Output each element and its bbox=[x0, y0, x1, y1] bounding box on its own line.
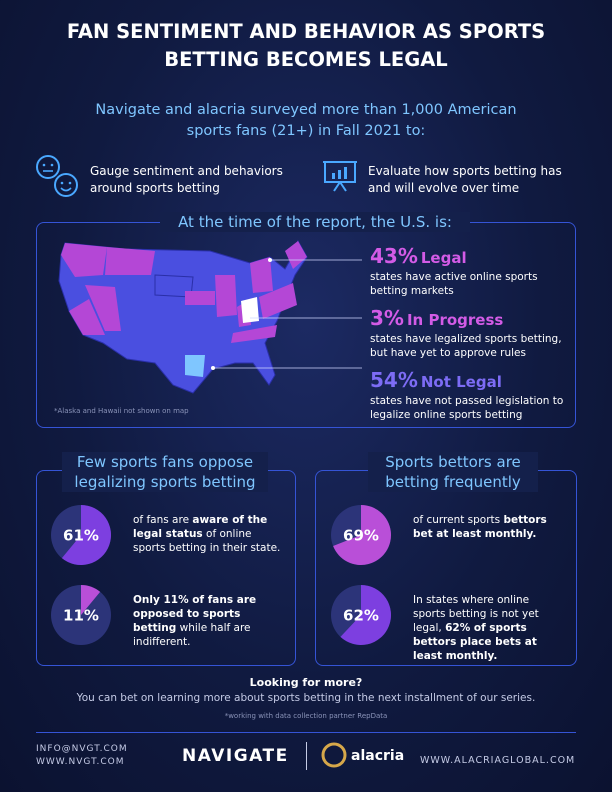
smiley-icon bbox=[36, 155, 78, 197]
alacria-mark bbox=[321, 742, 347, 768]
pie-slice bbox=[340, 585, 391, 645]
status-label: 54% bbox=[370, 368, 418, 392]
stat-text: of current sports bettors bet at least m… bbox=[413, 513, 563, 541]
stat-text: of fans are aware of the legal status of… bbox=[133, 513, 283, 555]
panel-heading: Few sports fans oppose legalizing sports… bbox=[62, 452, 268, 492]
status-name: In Progress bbox=[406, 311, 504, 329]
title: FAN SENTIMENT AND BEHAVIOR AS SPORTS BET… bbox=[66, 20, 546, 71]
text-segment: 62% of sports bettors place bets at leas… bbox=[413, 622, 537, 662]
pie: 62% bbox=[331, 585, 391, 645]
pie-label: 69% bbox=[343, 527, 379, 545]
map-note: *Alaska and Hawaii not shown on map bbox=[54, 407, 189, 415]
status-description: states have legalized sports betting, bu… bbox=[370, 333, 562, 359]
stat-text: In states where online sports betting is… bbox=[413, 593, 563, 663]
logo-divider bbox=[306, 742, 307, 770]
text-segment: In states where online sports betting is… bbox=[413, 594, 539, 634]
status-item: 43% Legal states have active online sports… bbox=[370, 244, 570, 306]
pie: 61% bbox=[51, 505, 111, 565]
chart-icon bbox=[323, 161, 357, 192]
status-item: 54% Not Legal states have not passed legis… bbox=[370, 368, 570, 430]
footer-text: You can bet on learning more about sport… bbox=[76, 692, 536, 704]
status-name: Legal bbox=[420, 249, 467, 267]
pie-label: 62% bbox=[343, 607, 379, 625]
pie-label: 61% bbox=[63, 527, 99, 545]
status-name: Not Legal bbox=[420, 373, 502, 391]
pie: 69% bbox=[331, 505, 391, 565]
divider bbox=[36, 732, 576, 733]
intro: Navigate and alacria surveyed more than … bbox=[95, 102, 517, 139]
status-item: 3% In Progress states have legalized sport… bbox=[370, 306, 570, 368]
text-segment: while half are indifferent. bbox=[133, 622, 251, 648]
us-map bbox=[58, 239, 308, 394]
status-row: 54% Not Legal bbox=[370, 368, 570, 392]
text-segment: of current sports bbox=[413, 514, 504, 526]
goal: Gauge sentiment and behaviors around spo… bbox=[90, 164, 283, 195]
text-segment: Only 11% of fans are opposed to sports b… bbox=[133, 594, 257, 634]
text-segment: aware of the legal status bbox=[133, 514, 268, 540]
footer-note: *working with data collection partner Re… bbox=[224, 712, 388, 720]
text-segment: bettors bet at least monthly. bbox=[413, 514, 547, 540]
alacria-logo: alacria bbox=[351, 748, 405, 764]
status-description: states have active online sports betting… bbox=[370, 271, 538, 297]
stat-text: Only 11% of fans are opposed to sports b… bbox=[133, 593, 283, 649]
goal: Evaluate how sports betting has and will… bbox=[368, 164, 562, 195]
pie-slice bbox=[81, 585, 101, 615]
footer-heading: Looking for more? bbox=[249, 676, 363, 689]
pie-slice bbox=[333, 505, 391, 565]
contact: INFO@NVGT.COM bbox=[36, 744, 128, 754]
status-row: 3% In Progress bbox=[370, 306, 570, 330]
contacts: INFO@NVGT.COM WWW.NVGT.COM bbox=[36, 743, 128, 769]
status-heading: At the time of the report, the U.S. is: bbox=[160, 212, 470, 232]
status-label: 3% bbox=[370, 306, 404, 330]
status-description: states have not passed legislation to le… bbox=[370, 395, 564, 421]
pie-label: 11% bbox=[63, 607, 99, 625]
panel-heading: Sports bettors are betting frequently bbox=[368, 452, 538, 492]
text-segment: of online sports betting in their state. bbox=[133, 528, 281, 554]
status-row: 43% Legal bbox=[370, 244, 570, 268]
contact: WWW.NVGT.COM bbox=[36, 757, 125, 767]
text-segment: of fans are bbox=[133, 514, 193, 526]
status-label: 43% bbox=[370, 244, 418, 268]
website: WWW.ALACRIAGLOBAL.COM bbox=[420, 755, 576, 766]
pie-slice bbox=[61, 505, 111, 565]
status-list: 43% Legal states have active online sports… bbox=[370, 244, 570, 430]
pie: 11% bbox=[51, 585, 111, 645]
navigate-logo: NAVIGATE bbox=[182, 746, 289, 766]
